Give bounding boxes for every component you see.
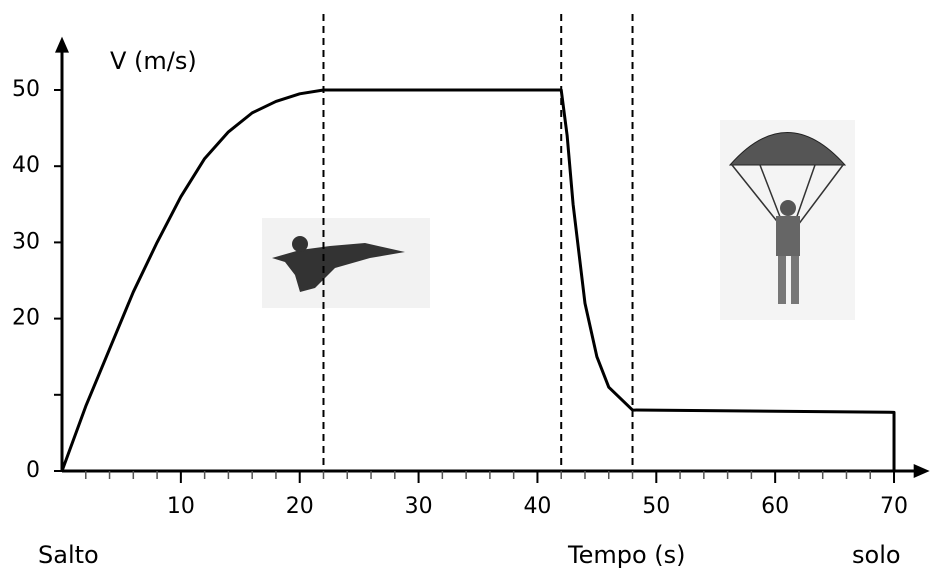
end-label: solo: [852, 541, 901, 569]
y-axis-arrow: [55, 36, 69, 53]
x-axis-arrow: [913, 464, 930, 478]
start-label: Salto: [38, 541, 99, 569]
x-tick-label: 10: [167, 494, 195, 519]
parachutist-icon: [720, 120, 855, 320]
y-tick-label: 0: [26, 458, 40, 483]
x-axis-label: Tempo (s): [567, 541, 686, 569]
x-tick-label: 50: [642, 494, 670, 519]
x-tick-label: 30: [405, 494, 433, 519]
y-tick-label: 30: [12, 229, 40, 254]
x-tick-label: 60: [761, 494, 789, 519]
y-tick-label: 40: [12, 153, 40, 178]
x-tick-label: 70: [880, 494, 908, 519]
velocity-line: [60, 88, 896, 472]
y-axis-label: V (m/s): [110, 47, 197, 75]
x-tick-label: 40: [523, 494, 551, 519]
skydiver-icon: [262, 218, 430, 308]
x-tick-label: 20: [286, 494, 314, 519]
y-tick-label: 20: [12, 306, 40, 331]
y-tick-label: 50: [12, 77, 40, 102]
